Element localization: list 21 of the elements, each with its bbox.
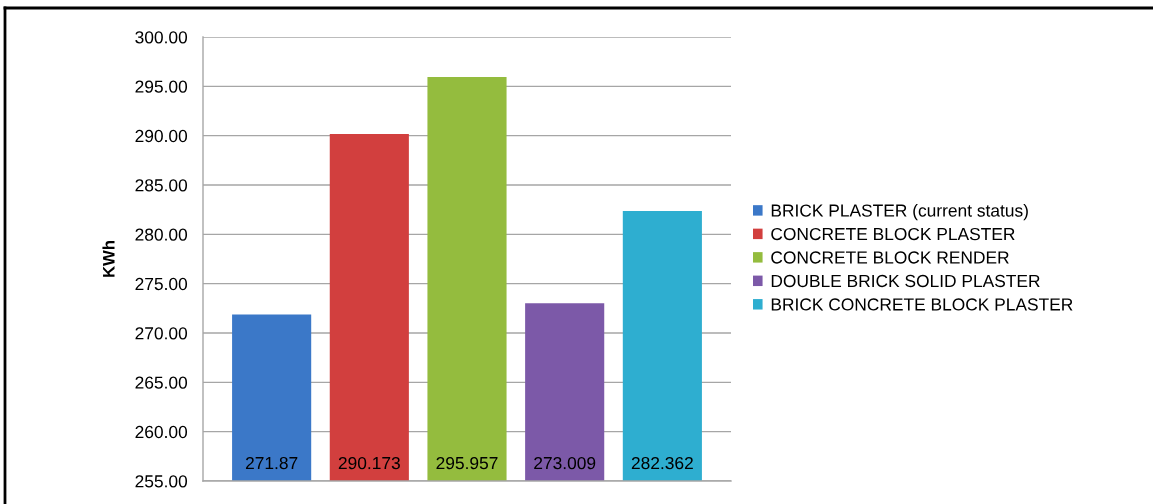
y-axis-title: KWh <box>102 241 115 277</box>
data-label: 271.87 <box>245 456 298 470</box>
y-tick-label: 275.00 <box>135 277 188 291</box>
legend-label: CONCRETE BLOCK PLASTER <box>771 227 1015 241</box>
legend-label: BRICK CONCRETE BLOCK PLASTER <box>771 298 1073 311</box>
data-label: 273.009 <box>534 456 596 470</box>
y-tick-label: 295.00 <box>135 80 188 93</box>
y-tick-label: 290.00 <box>135 129 188 143</box>
y-tick-label: 280.00 <box>135 228 188 241</box>
legend-label: CONCRETE BLOCK RENDER <box>771 251 1009 264</box>
y-tick-label: 270.00 <box>135 327 188 340</box>
data-label: 282.362 <box>631 456 693 470</box>
y-tick-label: 265.00 <box>135 376 188 389</box>
legend-label: BRICK PLASTER (current status) <box>771 203 1028 221</box>
data-label: 290.173 <box>338 456 400 470</box>
y-tick-label: 285.00 <box>135 179 188 192</box>
data-label: 295.957 <box>436 456 498 470</box>
y-tick-label: 255.00 <box>135 475 188 488</box>
legend-label: DOUBLE BRICK SOLID PLASTER <box>771 274 1040 288</box>
y-tick-label: 300.00 <box>135 31 188 44</box>
y-tick-label: 260.00 <box>135 425 188 439</box>
